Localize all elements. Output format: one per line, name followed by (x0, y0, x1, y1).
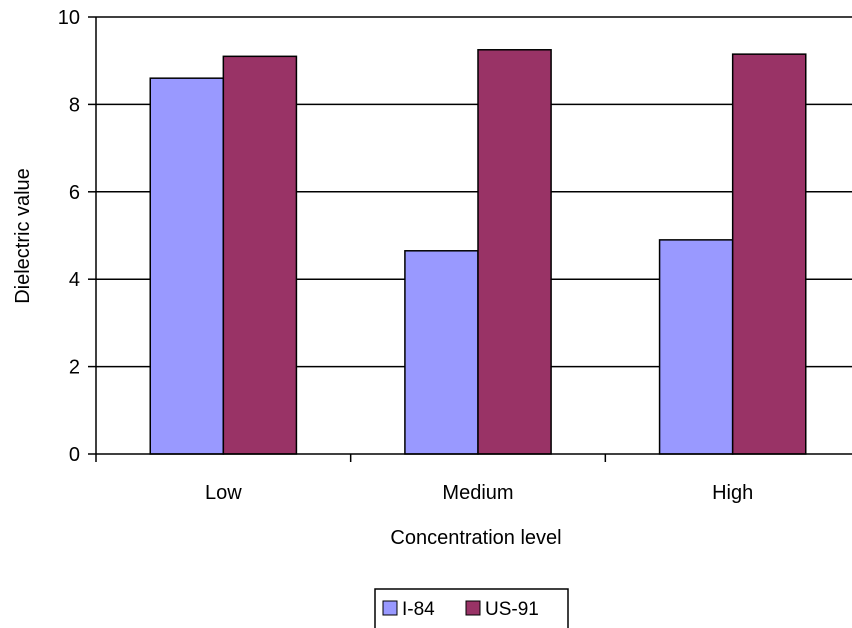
axes (88, 16, 852, 462)
legend-swatch-us91 (465, 600, 481, 616)
x-tick-labels: Low Medium High (205, 482, 753, 504)
y-tick-label: 0 (69, 444, 80, 466)
y-tick-label: 10 (58, 7, 80, 29)
x-tick-label: Low (205, 482, 242, 504)
y-tick-label: 6 (69, 182, 80, 204)
bar-i84-low (149, 77, 225, 455)
y-tick-label: 2 (69, 357, 80, 379)
y-axis-title: Dielectric value (12, 168, 34, 304)
bar-us91-low (222, 55, 298, 455)
x-tick-label: Medium (442, 482, 513, 504)
legend-label-us91: US-91 (485, 599, 539, 620)
y-tick-label: 4 (69, 269, 80, 291)
y-tick-labels: 0 2 4 6 8 10 (58, 7, 80, 466)
y-tick-label: 8 (69, 94, 80, 116)
legend: I-84 US-91 (374, 588, 569, 628)
bar-us91-high (731, 53, 807, 455)
bar-i84-medium (404, 250, 479, 455)
bar-i84-high (658, 239, 734, 455)
legend-swatch-i84 (382, 600, 398, 616)
x-tick-label: High (712, 482, 753, 504)
bars (149, 49, 807, 455)
legend-label-i84: I-84 (402, 599, 435, 620)
bar-us91-medium (477, 49, 552, 455)
x-axis-title: Concentration level (390, 527, 561, 549)
